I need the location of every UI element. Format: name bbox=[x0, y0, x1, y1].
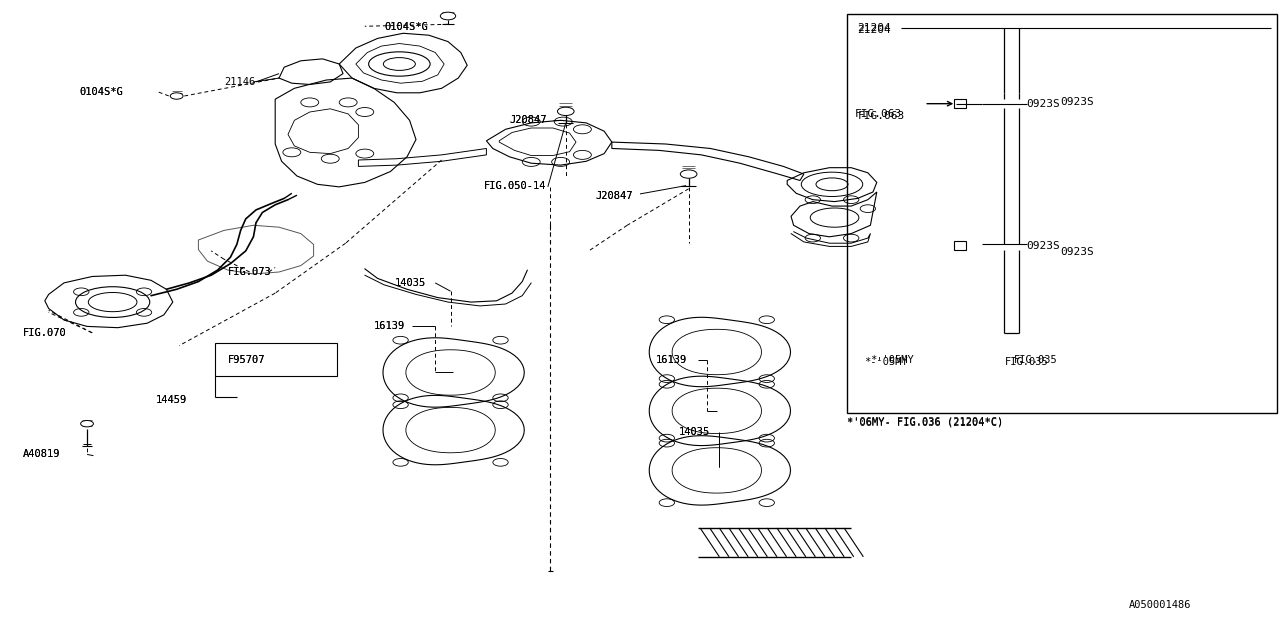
Text: 0923S: 0923S bbox=[1027, 99, 1060, 109]
Ellipse shape bbox=[440, 12, 456, 20]
Text: 0923S: 0923S bbox=[1027, 241, 1060, 252]
Text: 0104S*G: 0104S*G bbox=[79, 86, 123, 97]
Bar bbox=[954, 99, 966, 108]
Text: FIG.063: FIG.063 bbox=[855, 109, 902, 119]
Text: FIG.050-14: FIG.050-14 bbox=[484, 180, 547, 191]
Text: F95707: F95707 bbox=[228, 355, 265, 365]
Text: FIG.070: FIG.070 bbox=[23, 328, 67, 338]
Ellipse shape bbox=[170, 93, 183, 99]
Text: F95707: F95707 bbox=[228, 355, 265, 365]
Text: 14035: 14035 bbox=[678, 427, 709, 437]
Text: FIG.035: FIG.035 bbox=[1014, 355, 1057, 365]
Text: 16139: 16139 bbox=[655, 355, 686, 365]
Text: *'06MY- FIG.036 (21204*C): *'06MY- FIG.036 (21204*C) bbox=[847, 416, 1004, 426]
Text: 16139: 16139 bbox=[374, 321, 404, 332]
Text: J20847: J20847 bbox=[595, 191, 632, 202]
Ellipse shape bbox=[81, 420, 93, 427]
Text: 16139: 16139 bbox=[374, 321, 404, 332]
Text: FIG.073: FIG.073 bbox=[228, 267, 271, 277]
Text: 16139: 16139 bbox=[655, 355, 686, 365]
Text: *-'05MY: *-'05MY bbox=[870, 355, 914, 365]
Text: 14459: 14459 bbox=[156, 395, 187, 405]
Text: 0104S*G: 0104S*G bbox=[384, 22, 428, 32]
Text: 14459: 14459 bbox=[156, 395, 187, 405]
Text: FIG.050-14: FIG.050-14 bbox=[484, 180, 547, 191]
Text: *'06MY- FIG.036 (21204*C): *'06MY- FIG.036 (21204*C) bbox=[847, 417, 1004, 428]
Text: 14035: 14035 bbox=[394, 278, 425, 288]
Text: 21204: 21204 bbox=[858, 25, 891, 35]
Text: A40819: A40819 bbox=[23, 449, 60, 460]
Text: FIG.070: FIG.070 bbox=[23, 328, 67, 338]
Text: J20847: J20847 bbox=[509, 115, 547, 125]
Text: A050001486: A050001486 bbox=[1129, 600, 1192, 610]
Text: 0104S*G: 0104S*G bbox=[79, 86, 123, 97]
Text: 21204: 21204 bbox=[858, 23, 891, 33]
Text: 14035: 14035 bbox=[678, 427, 709, 437]
Text: 14035: 14035 bbox=[394, 278, 425, 288]
Text: *-'05MY: *-'05MY bbox=[864, 356, 908, 367]
Text: 21146: 21146 bbox=[224, 77, 255, 87]
Bar bbox=[847, 14, 1277, 413]
Text: J20847: J20847 bbox=[509, 115, 547, 125]
Text: A40819: A40819 bbox=[23, 449, 60, 460]
Bar bbox=[215, 343, 337, 376]
Ellipse shape bbox=[558, 107, 575, 115]
Text: FIG.073: FIG.073 bbox=[228, 267, 271, 277]
Text: FIG.035: FIG.035 bbox=[1005, 356, 1048, 367]
Text: 0923S: 0923S bbox=[1060, 246, 1093, 257]
Text: FIG.063: FIG.063 bbox=[858, 111, 905, 122]
Text: 0104S*G: 0104S*G bbox=[384, 22, 428, 32]
Ellipse shape bbox=[681, 170, 698, 179]
Bar bbox=[954, 241, 966, 250]
Text: 0923S: 0923S bbox=[1060, 97, 1093, 108]
Text: J20847: J20847 bbox=[595, 191, 632, 202]
